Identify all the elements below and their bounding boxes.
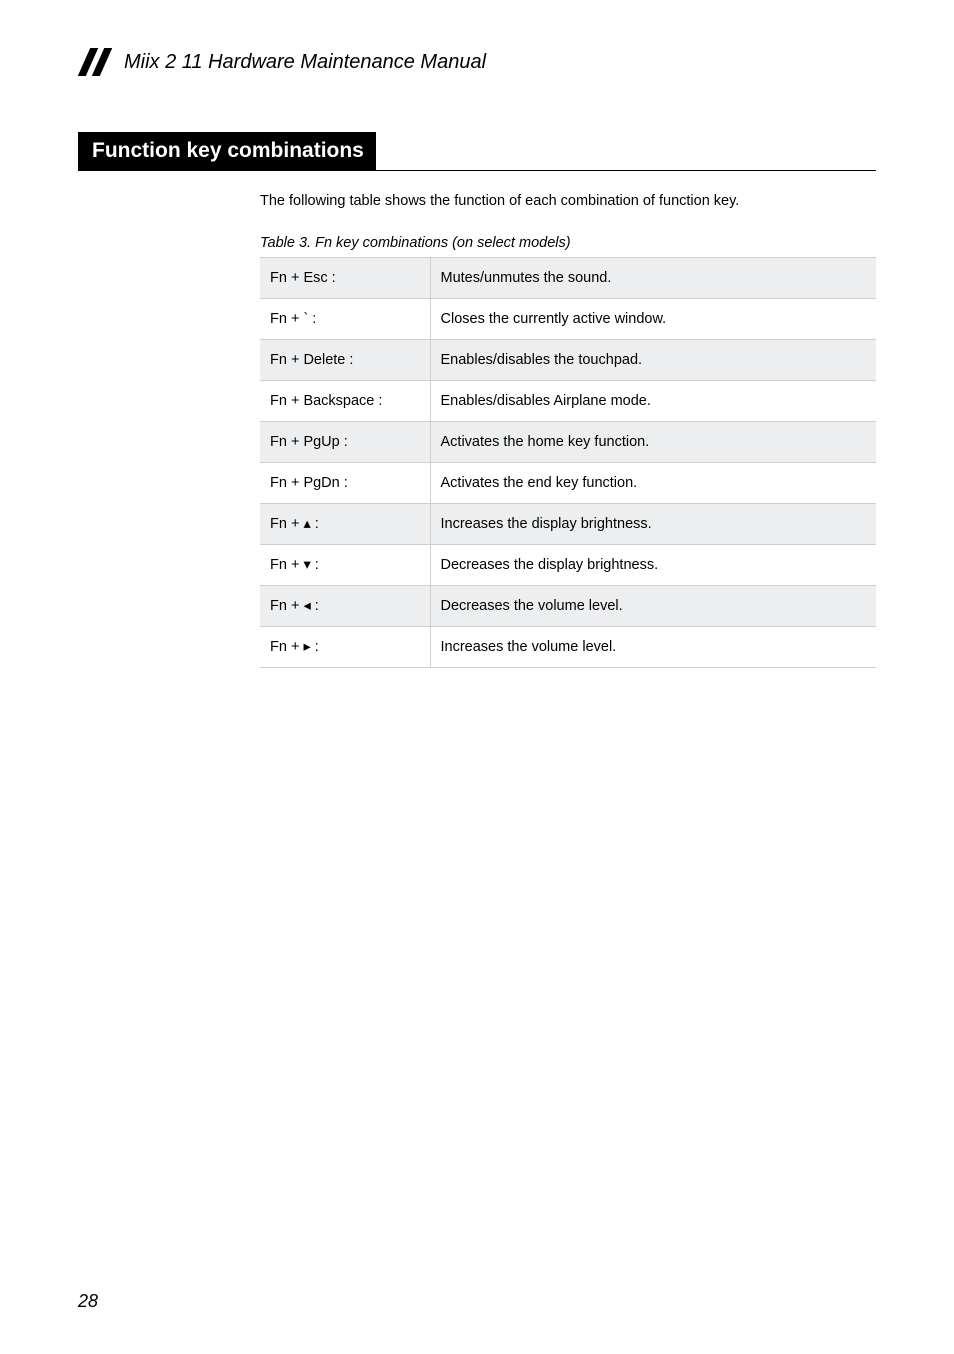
table-caption: Table 3. Fn key combinations (on select … [260,235,876,251]
logo-icon [78,48,114,76]
desc-cell: Enables/disables Airplane mode. [430,381,876,422]
desc-cell: Increases the volume level. [430,627,876,668]
key-cell: Fn + PgUp : [260,422,430,463]
key-cell: Fn + ▸ : [260,627,430,668]
table-row: Fn + ▾ : Decreases the display brightnes… [260,545,876,586]
key-cell: Fn + ▾ : [260,545,430,586]
table-row: Fn + PgDn : Activates the end key functi… [260,463,876,504]
page-number: 28 [78,1291,98,1312]
table-row: Fn + ` : Closes the currently active win… [260,299,876,340]
key-cell: Fn + ▴ : [260,504,430,545]
section-heading-wrap: Function key combinations [78,132,876,171]
table-row: Fn + ◂ : Decreases the volume level. [260,586,876,627]
table-row: Fn + Esc : Mutes/unmutes the sound. [260,258,876,299]
key-cell: Fn + Backspace : [260,381,430,422]
desc-cell: Closes the currently active window. [430,299,876,340]
desc-cell: Increases the display brightness. [430,504,876,545]
table-row: Fn + ▸ : Increases the volume level. [260,627,876,668]
key-cell: Fn + Delete : [260,340,430,381]
desc-cell: Decreases the volume level. [430,586,876,627]
table-row: Fn + Delete : Enables/disables the touch… [260,340,876,381]
key-cell: Fn + Esc : [260,258,430,299]
section-heading: Function key combinations [78,132,376,170]
desc-cell: Activates the end key function. [430,463,876,504]
fn-key-table: Fn + Esc : Mutes/unmutes the sound. Fn +… [260,257,876,668]
page-header: Miix 2 11 Hardware Maintenance Manual [78,48,876,76]
key-cell: Fn + PgDn : [260,463,430,504]
desc-cell: Enables/disables the touchpad. [430,340,876,381]
table-row: Fn + Backspace : Enables/disables Airpla… [260,381,876,422]
key-cell: Fn + ` : [260,299,430,340]
table-row: Fn + ▴ : Increases the display brightnes… [260,504,876,545]
desc-cell: Mutes/unmutes the sound. [430,258,876,299]
intro-text: The following table shows the function o… [260,193,876,209]
desc-cell: Activates the home key function. [430,422,876,463]
document-title: Miix 2 11 Hardware Maintenance Manual [124,51,486,74]
table-row: Fn + PgUp : Activates the home key funct… [260,422,876,463]
desc-cell: Decreases the display brightness. [430,545,876,586]
content-block: The following table shows the function o… [260,193,876,668]
key-cell: Fn + ◂ : [260,586,430,627]
heading-underline [78,170,876,171]
